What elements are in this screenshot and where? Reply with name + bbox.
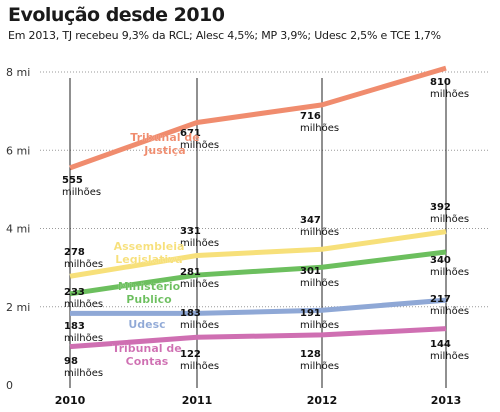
data-label: 233 milhões — [64, 287, 103, 310]
data-label: 278 milhões — [64, 247, 103, 270]
x-tick-label: 2012 — [307, 394, 338, 407]
data-label: 122 milhões — [180, 349, 219, 372]
data-label: 331 milhões — [180, 226, 219, 249]
series-label: Assembleia Legislativa — [114, 240, 185, 266]
data-label: 671 milhões — [180, 128, 219, 151]
y-tick-label: 6 mi — [6, 144, 30, 157]
data-label: 183 milhões — [180, 308, 219, 331]
data-label: 144 milhões — [430, 339, 469, 362]
y-tick-label: 2 mi — [6, 301, 30, 314]
series-label: Ministério Publico — [118, 280, 181, 306]
chart-title: Evolução desde 2010 — [8, 4, 225, 26]
x-tick-label: 2011 — [182, 394, 213, 407]
x-tick-label: 2010 — [55, 394, 86, 407]
data-label: 98 milhões — [64, 356, 103, 379]
data-label: 810 milhões — [430, 77, 469, 100]
data-label: 301 milhões — [300, 266, 339, 289]
series-line — [70, 297, 447, 316]
data-label: 716 milhões — [300, 111, 339, 134]
y-tick-label: 0 — [6, 379, 13, 392]
series-label: Tribunal de Contas — [112, 342, 181, 368]
data-label: 392 milhões — [430, 202, 469, 225]
data-label: 281 milhões — [180, 267, 219, 290]
chart-subtitle: Em 2013, TJ recebeu 9,3% da RCL; Alesc 4… — [8, 29, 441, 42]
y-tick-label: 4 mi — [6, 223, 30, 236]
series-line — [69, 326, 447, 350]
y-tick-label: 8 mi — [6, 66, 30, 79]
data-label: 191 milhões — [300, 308, 339, 331]
data-label: 217 milhões — [430, 294, 469, 317]
x-tick-label: 2013 — [431, 394, 462, 407]
data-label: 340 milhões — [430, 255, 469, 278]
data-label: 555 milhões — [62, 175, 101, 198]
series-line — [69, 65, 447, 171]
series-label: Udesc — [128, 318, 165, 331]
data-label: 128 milhões — [300, 349, 339, 372]
series-label: Tribunal de Justiça — [130, 131, 199, 157]
data-label: 183 milhões — [64, 321, 103, 344]
series-line — [69, 229, 447, 279]
data-label: 347 milhões — [300, 215, 339, 238]
series-line — [69, 249, 447, 297]
